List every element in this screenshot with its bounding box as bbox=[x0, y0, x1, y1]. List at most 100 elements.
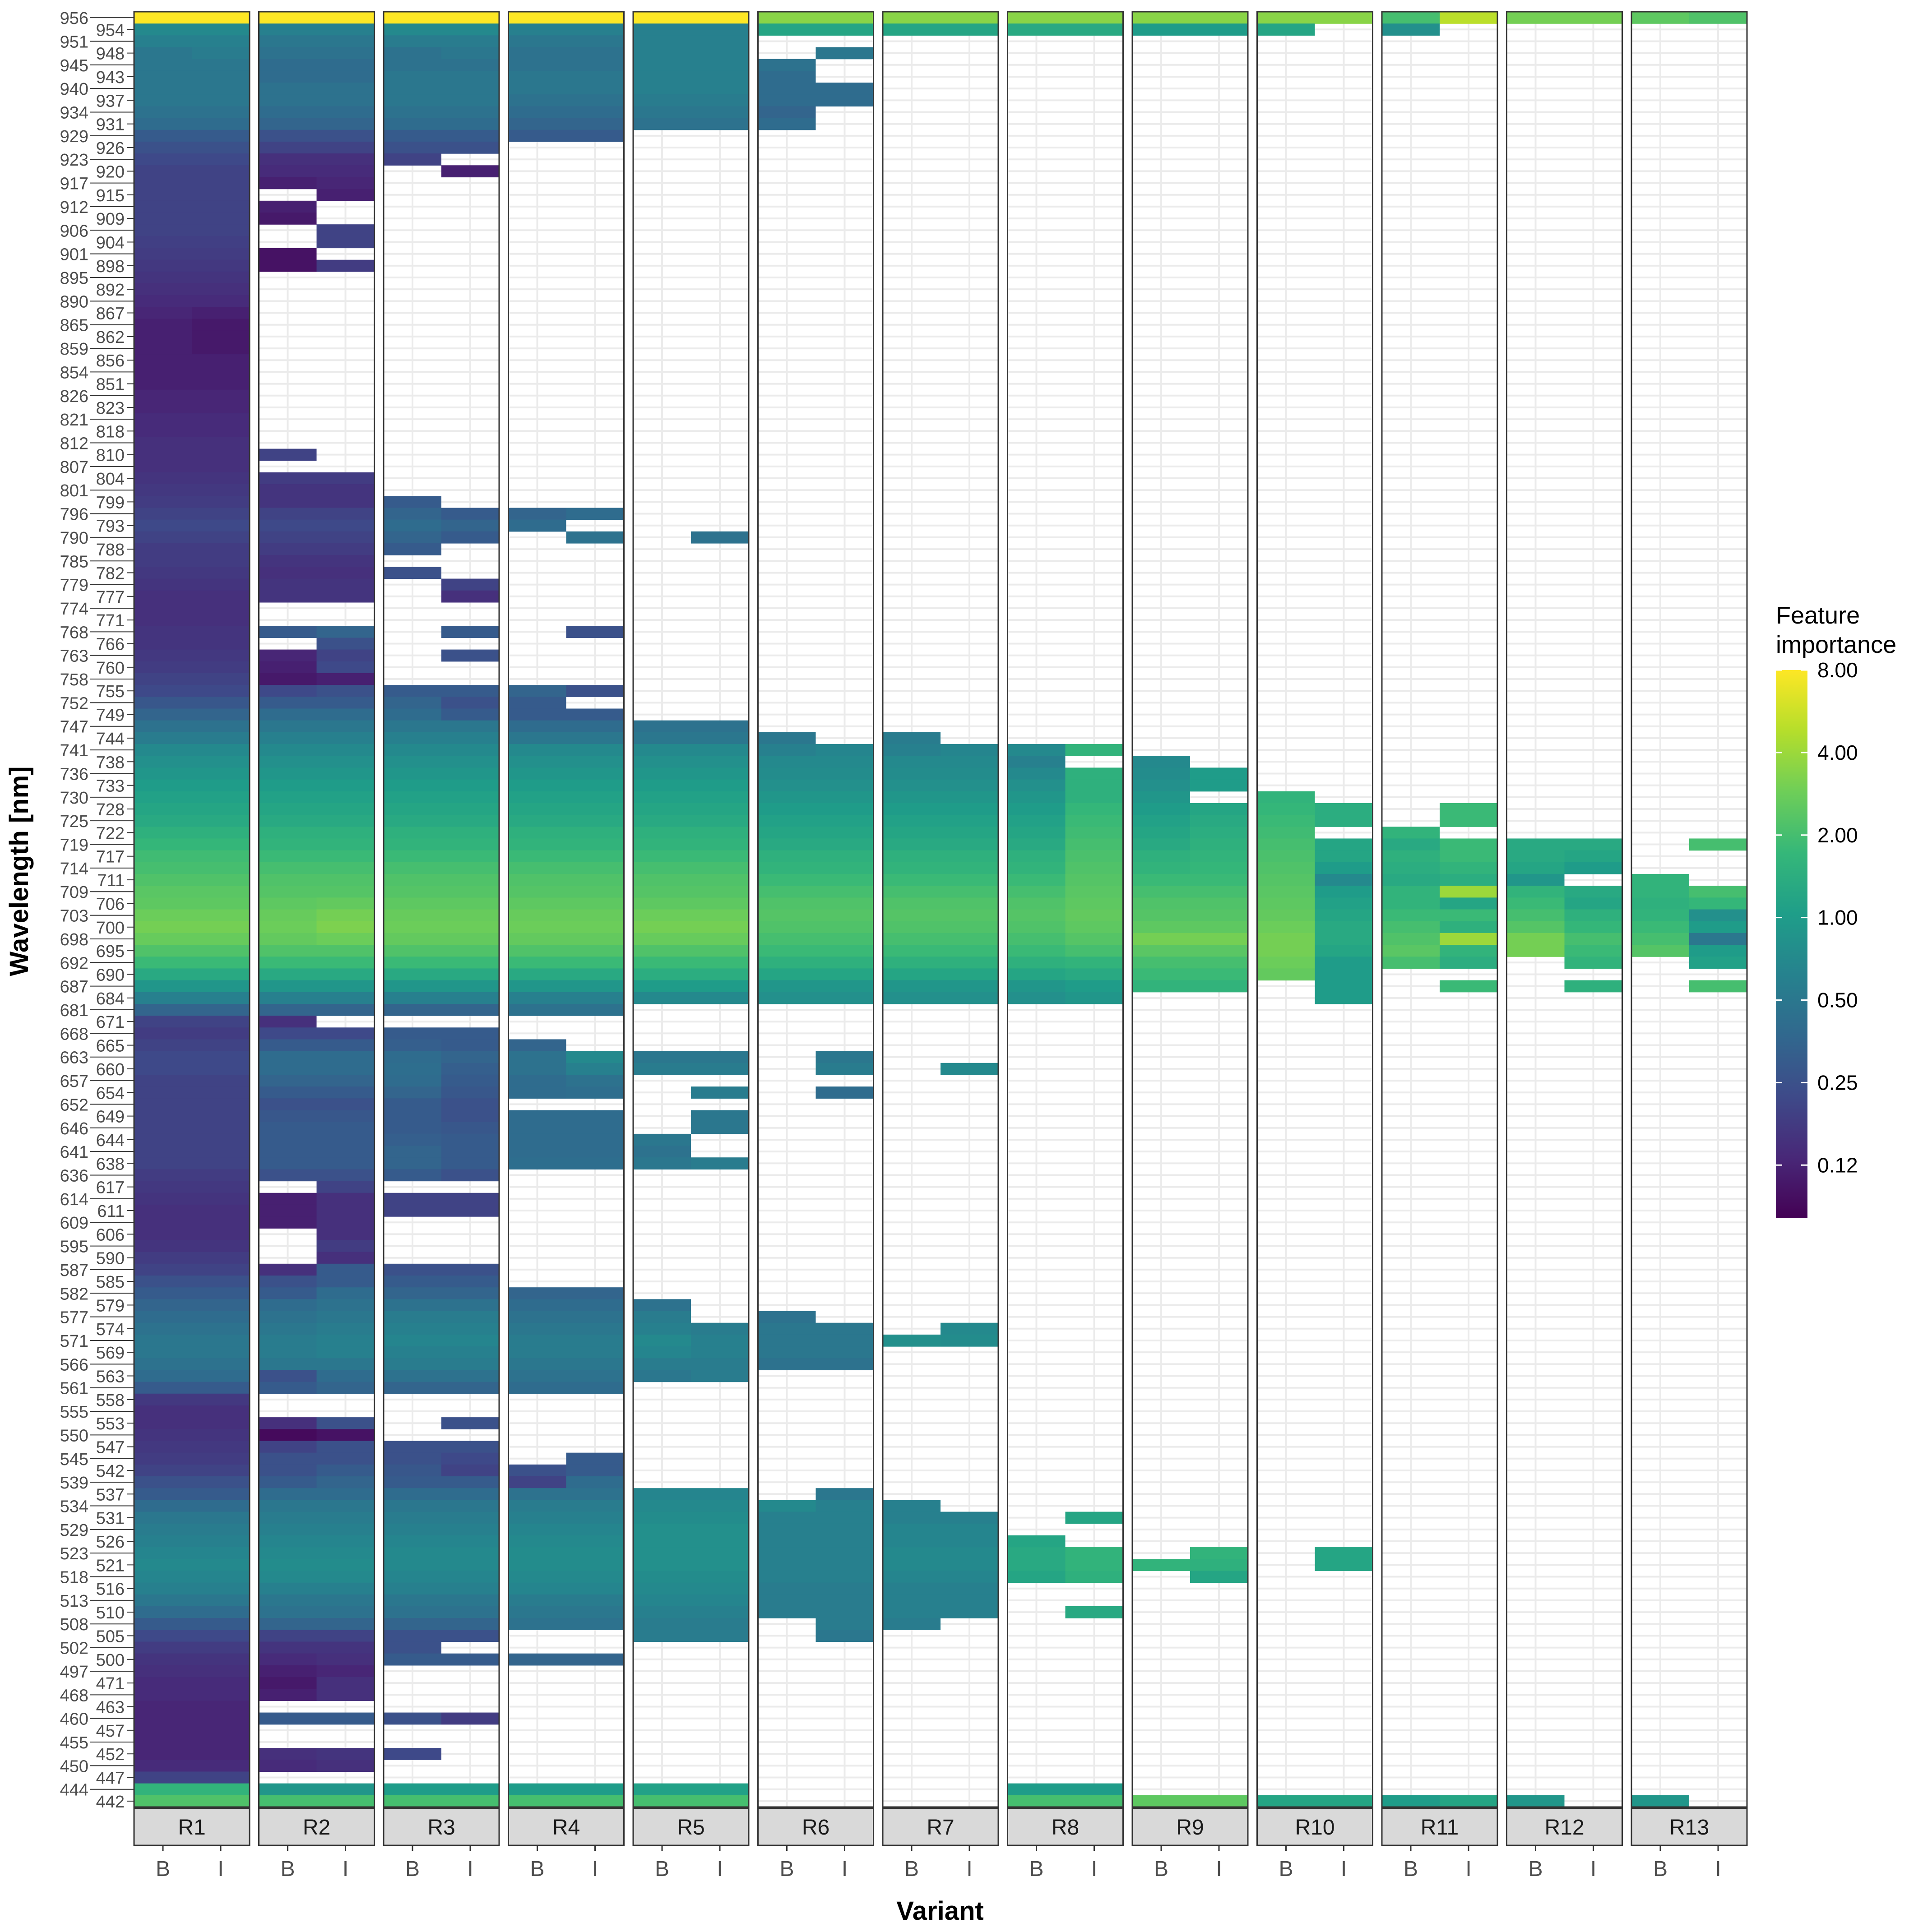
heatmap-cell-R8-B-711 bbox=[1007, 874, 1066, 886]
heatmap-cell-R8-B-956 bbox=[1007, 12, 1066, 24]
heatmap-cell-R3-I-587 bbox=[441, 1263, 499, 1276]
heatmap-cell-R2-I-606 bbox=[316, 1228, 375, 1241]
heatmap-cell-R6-I-698 bbox=[816, 933, 874, 945]
heatmap-cell-R1-I-810 bbox=[192, 448, 250, 461]
heatmap-cell-R7-I-730 bbox=[941, 791, 998, 804]
heatmap-cell-R1-I-497 bbox=[192, 1665, 250, 1678]
heatmap-cell-R9-B-521 bbox=[1132, 1559, 1190, 1571]
heatmap-cell-R3-B-513 bbox=[384, 1594, 441, 1607]
heatmap-cell-R2-B-788 bbox=[259, 543, 317, 555]
heatmap-cell-R3-B-542 bbox=[384, 1464, 441, 1477]
heatmap-cell-R2-I-539 bbox=[316, 1476, 375, 1488]
heatmap-cell-R3-B-644 bbox=[384, 1133, 441, 1146]
heatmap-cell-R6-B-736 bbox=[758, 767, 816, 780]
heatmap-cell-R4-B-513 bbox=[508, 1594, 566, 1607]
heatmap-cell-R2-B-760 bbox=[259, 661, 317, 674]
heatmap-cell-R2-B-497 bbox=[259, 1665, 317, 1678]
heatmap-cell-R1-B-558 bbox=[134, 1393, 192, 1406]
y-tick-label: 793 bbox=[96, 517, 125, 536]
heatmap-cell-R9-I-717 bbox=[1190, 850, 1248, 863]
heatmap-cell-R7-I-687 bbox=[941, 980, 998, 993]
heatmap-cell-R1-I-801 bbox=[192, 484, 250, 496]
legend-tick-label: 4.00 bbox=[1817, 741, 1858, 764]
heatmap-cell-R3-B-706 bbox=[384, 897, 441, 910]
heatmap-cell-R4-B-698 bbox=[508, 933, 566, 945]
heatmap-cell-R6-I-574 bbox=[816, 1322, 874, 1335]
heatmap-cell-R5-B-690 bbox=[633, 968, 691, 981]
heatmap-cell-R1-I-703 bbox=[192, 909, 250, 922]
panel-strip bbox=[1381, 1807, 1498, 1846]
panel-strip bbox=[1506, 1807, 1623, 1846]
x-tick-label: I bbox=[1465, 1857, 1471, 1881]
heatmap-cell-R2-I-768 bbox=[316, 626, 375, 638]
heatmap-cell-R1-B-638 bbox=[134, 1157, 192, 1170]
heatmap-cell-R10-I-684 bbox=[1315, 992, 1373, 1004]
heatmap-cell-R1-B-749 bbox=[134, 708, 192, 721]
heatmap-cell-R9-B-442 bbox=[1132, 1795, 1190, 1807]
heatmap-cell-R2-I-614 bbox=[316, 1192, 375, 1205]
heatmap-cell-R7-I-531 bbox=[941, 1511, 998, 1524]
y-axis-tick-labels: 9569549519489459439409379349319299269239… bbox=[60, 9, 134, 1812]
heatmap-cell-R2-I-582 bbox=[316, 1287, 375, 1299]
heatmap-cell-R4-I-566 bbox=[566, 1358, 624, 1371]
heatmap-cell-R3-B-684 bbox=[384, 992, 441, 1004]
heatmap-cell-R6-B-733 bbox=[758, 779, 816, 792]
heatmap-cell-R5-B-948 bbox=[633, 47, 691, 60]
heatmap-cell-R1-B-856 bbox=[134, 354, 192, 366]
heatmap-cell-R7-B-733 bbox=[883, 779, 941, 792]
heatmap-cell-R2-I-711 bbox=[316, 874, 375, 886]
panel-strip bbox=[882, 1807, 999, 1846]
heatmap-cell-R8-I-510 bbox=[1065, 1606, 1123, 1618]
heatmap-cell-R12-I-714 bbox=[1564, 862, 1622, 874]
heatmap-cell-R7-B-730 bbox=[883, 791, 941, 804]
heatmap-cell-R13-I-698 bbox=[1689, 933, 1747, 945]
heatmap-cell-R8-B-741 bbox=[1007, 744, 1066, 756]
heatmap-cell-R12-B-956 bbox=[1506, 12, 1565, 24]
heatmap-cell-R4-B-752 bbox=[508, 697, 566, 709]
heatmap-cell-R2-I-763 bbox=[316, 649, 375, 662]
heatmap-cell-R2-I-917 bbox=[316, 177, 375, 190]
heatmap-cell-R10-I-725 bbox=[1315, 815, 1373, 827]
heatmap-cell-R5-I-444 bbox=[691, 1783, 749, 1796]
heatmap-cell-R2-B-747 bbox=[259, 720, 317, 733]
panel-border bbox=[1506, 11, 1623, 1808]
heatmap-cell-R1-I-516 bbox=[192, 1582, 250, 1595]
heatmap-cell-R1-B-948 bbox=[134, 47, 192, 60]
heatmap-cell-R11-B-722 bbox=[1382, 827, 1440, 839]
heatmap-cell-R3-B-579 bbox=[384, 1299, 441, 1312]
heatmap-cell-R1-B-796 bbox=[134, 508, 192, 520]
heatmap-cell-R4-I-529 bbox=[566, 1523, 624, 1536]
heatmap-cell-R2-B-730 bbox=[259, 791, 317, 804]
heatmap-cell-R6-B-526 bbox=[758, 1535, 816, 1548]
y-tick-label: 736 bbox=[60, 765, 88, 784]
heatmap-cell-R1-B-614 bbox=[134, 1192, 192, 1205]
heatmap-cell-R6-B-738 bbox=[758, 756, 816, 768]
heatmap-cell-R1-I-766 bbox=[192, 638, 250, 650]
heatmap-cell-R1-I-714 bbox=[192, 862, 250, 874]
heatmap-cell-R5-B-577 bbox=[633, 1311, 691, 1323]
heatmap-cell-R2-I-934 bbox=[316, 106, 375, 119]
heatmap-cell-R1-I-956 bbox=[192, 12, 250, 24]
heatmap-cell-R6-B-954 bbox=[758, 23, 816, 36]
heatmap-cell-R1-I-521 bbox=[192, 1559, 250, 1571]
heatmap-cell-R2-B-657 bbox=[259, 1074, 317, 1087]
heatmap-cell-R1-I-442 bbox=[192, 1795, 250, 1807]
heatmap-cell-R7-B-956 bbox=[883, 12, 941, 24]
heatmap-cell-R4-B-582 bbox=[508, 1287, 566, 1299]
heatmap-cell-R8-B-518 bbox=[1007, 1571, 1066, 1583]
heatmap-cell-R6-I-692 bbox=[816, 957, 874, 969]
heatmap-cell-R9-I-709 bbox=[1190, 886, 1248, 898]
panel-strip-label: R2 bbox=[303, 1816, 330, 1840]
heatmap-cell-R6-B-684 bbox=[758, 992, 816, 1004]
heatmap-cell-R6-B-706 bbox=[758, 897, 816, 910]
heatmap-cell-R1-I-444 bbox=[192, 1783, 250, 1796]
x-tick-label: I bbox=[218, 1857, 223, 1881]
heatmap-cell-R1-B-766 bbox=[134, 638, 192, 650]
heatmap-cell-R2-I-574 bbox=[316, 1322, 375, 1335]
heatmap-cell-R1-B-460 bbox=[134, 1712, 192, 1725]
heatmap-cell-R8-B-709 bbox=[1007, 886, 1066, 898]
heatmap-cell-R3-I-510 bbox=[441, 1606, 499, 1618]
heatmap-cell-R6-I-510 bbox=[816, 1606, 874, 1618]
heatmap-cell-R9-I-719 bbox=[1190, 838, 1248, 851]
heatmap-cell-R5-B-521 bbox=[633, 1559, 691, 1571]
